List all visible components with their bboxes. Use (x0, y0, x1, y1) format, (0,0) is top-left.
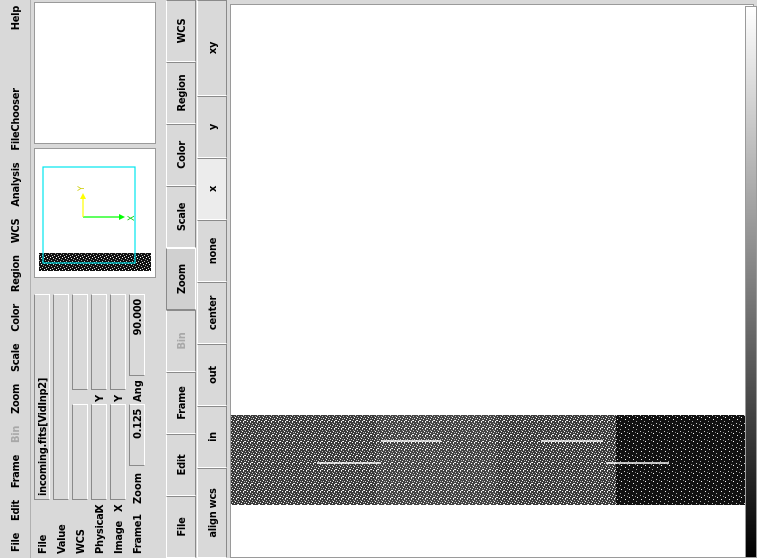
image-canvas[interactable] (230, 4, 754, 558)
zoom-value: 0.125 (129, 404, 145, 466)
image-noise-graphic (231, 415, 753, 505)
zoom-label: Zoom (131, 472, 144, 504)
menu-help[interactable]: Help (8, 6, 22, 31)
menu-zoom[interactable]: Zoom (8, 384, 22, 414)
physical-y-field (91, 294, 107, 390)
zoom-none-button[interactable]: none (197, 220, 227, 282)
file-label: File (36, 534, 49, 554)
physical-x-field (91, 404, 107, 500)
physical-y-label: Y (93, 394, 106, 402)
panner-view-box (42, 166, 136, 264)
button-bar-major: File Edit Frame Bin Zoom Scale Color Reg… (166, 0, 196, 558)
frame-label: Frame1 (131, 514, 144, 554)
menu-region[interactable]: Region (8, 255, 22, 293)
menu-color[interactable]: Color (8, 304, 22, 332)
image-region-1 (231, 415, 376, 505)
magnifier (34, 2, 156, 144)
buttonbar-edit[interactable]: Edit (166, 434, 196, 496)
image-region-4 (616, 415, 753, 505)
zoom-y-button[interactable]: y (197, 96, 227, 158)
wcs-field-2 (72, 294, 88, 390)
panner-x-axis-label: X (127, 215, 137, 221)
angle-label: Ang (131, 380, 144, 402)
wcs-field-1 (72, 404, 88, 500)
zoom-center-button[interactable]: center (197, 282, 227, 344)
image-y-field (110, 294, 126, 390)
panner-graphic (39, 166, 151, 271)
menu-edit[interactable]: Edit (8, 500, 22, 521)
image-x-field (110, 404, 126, 500)
buttonbar-frame[interactable]: Frame (166, 372, 196, 434)
image-region-3 (496, 415, 616, 505)
image-data-strip (231, 415, 753, 505)
image-x-label: X (112, 504, 125, 512)
image-y-label: Y (112, 394, 125, 402)
buttonbar-scale[interactable]: Scale (166, 186, 196, 248)
buttonbar-zoom[interactable]: Zoom (166, 248, 196, 310)
zoom-align-wcs-button[interactable]: align wcs (197, 468, 227, 558)
image-region-2 (376, 415, 496, 505)
button-bar-minor: align wcs in out center none x y xy (197, 0, 227, 558)
menu-scale[interactable]: Scale (8, 343, 22, 373)
info-panel: File incoming.fits[VidInp2] Value WCS Ph… (34, 294, 164, 556)
value-label: Value (55, 524, 68, 554)
buttonbar-bin: Bin (166, 310, 196, 372)
menubar: File Edit Frame Bin Zoom Scale Color Reg… (0, 0, 31, 558)
file-value: incoming.fits[VidInp2] (34, 294, 50, 500)
colorbar[interactable] (745, 6, 757, 558)
physical-label: Physical (93, 510, 106, 554)
panner[interactable]: X Y (34, 148, 156, 278)
menu-file[interactable]: File (8, 532, 22, 552)
buttonbar-file[interactable]: File (166, 496, 196, 558)
wcs-label: WCS (74, 529, 87, 554)
menu-filechooser[interactable]: FileChooser (8, 88, 22, 151)
menu-wcs[interactable]: WCS (8, 218, 22, 244)
angle-value: 90.000 (129, 294, 145, 376)
physical-x-label: X (93, 504, 106, 512)
zoom-in-button[interactable]: in (197, 406, 227, 468)
panner-thumbnail (39, 253, 151, 271)
value-field (53, 294, 69, 500)
zoom-xy-button[interactable]: xy (197, 0, 227, 96)
panner-y-axis-label: Y (77, 186, 87, 191)
zoom-x-button[interactable]: x (197, 158, 227, 220)
menu-analysis[interactable]: Analysis (8, 162, 22, 207)
buttonbar-region[interactable]: Region (166, 62, 196, 124)
menu-frame[interactable]: Frame (8, 455, 22, 489)
zoom-out-button[interactable]: out (197, 344, 227, 406)
menu-bin: Bin (8, 425, 22, 443)
buttonbar-wcs[interactable]: WCS (166, 0, 196, 62)
image-label: Image (112, 521, 125, 554)
buttonbar-color[interactable]: Color (166, 124, 196, 186)
